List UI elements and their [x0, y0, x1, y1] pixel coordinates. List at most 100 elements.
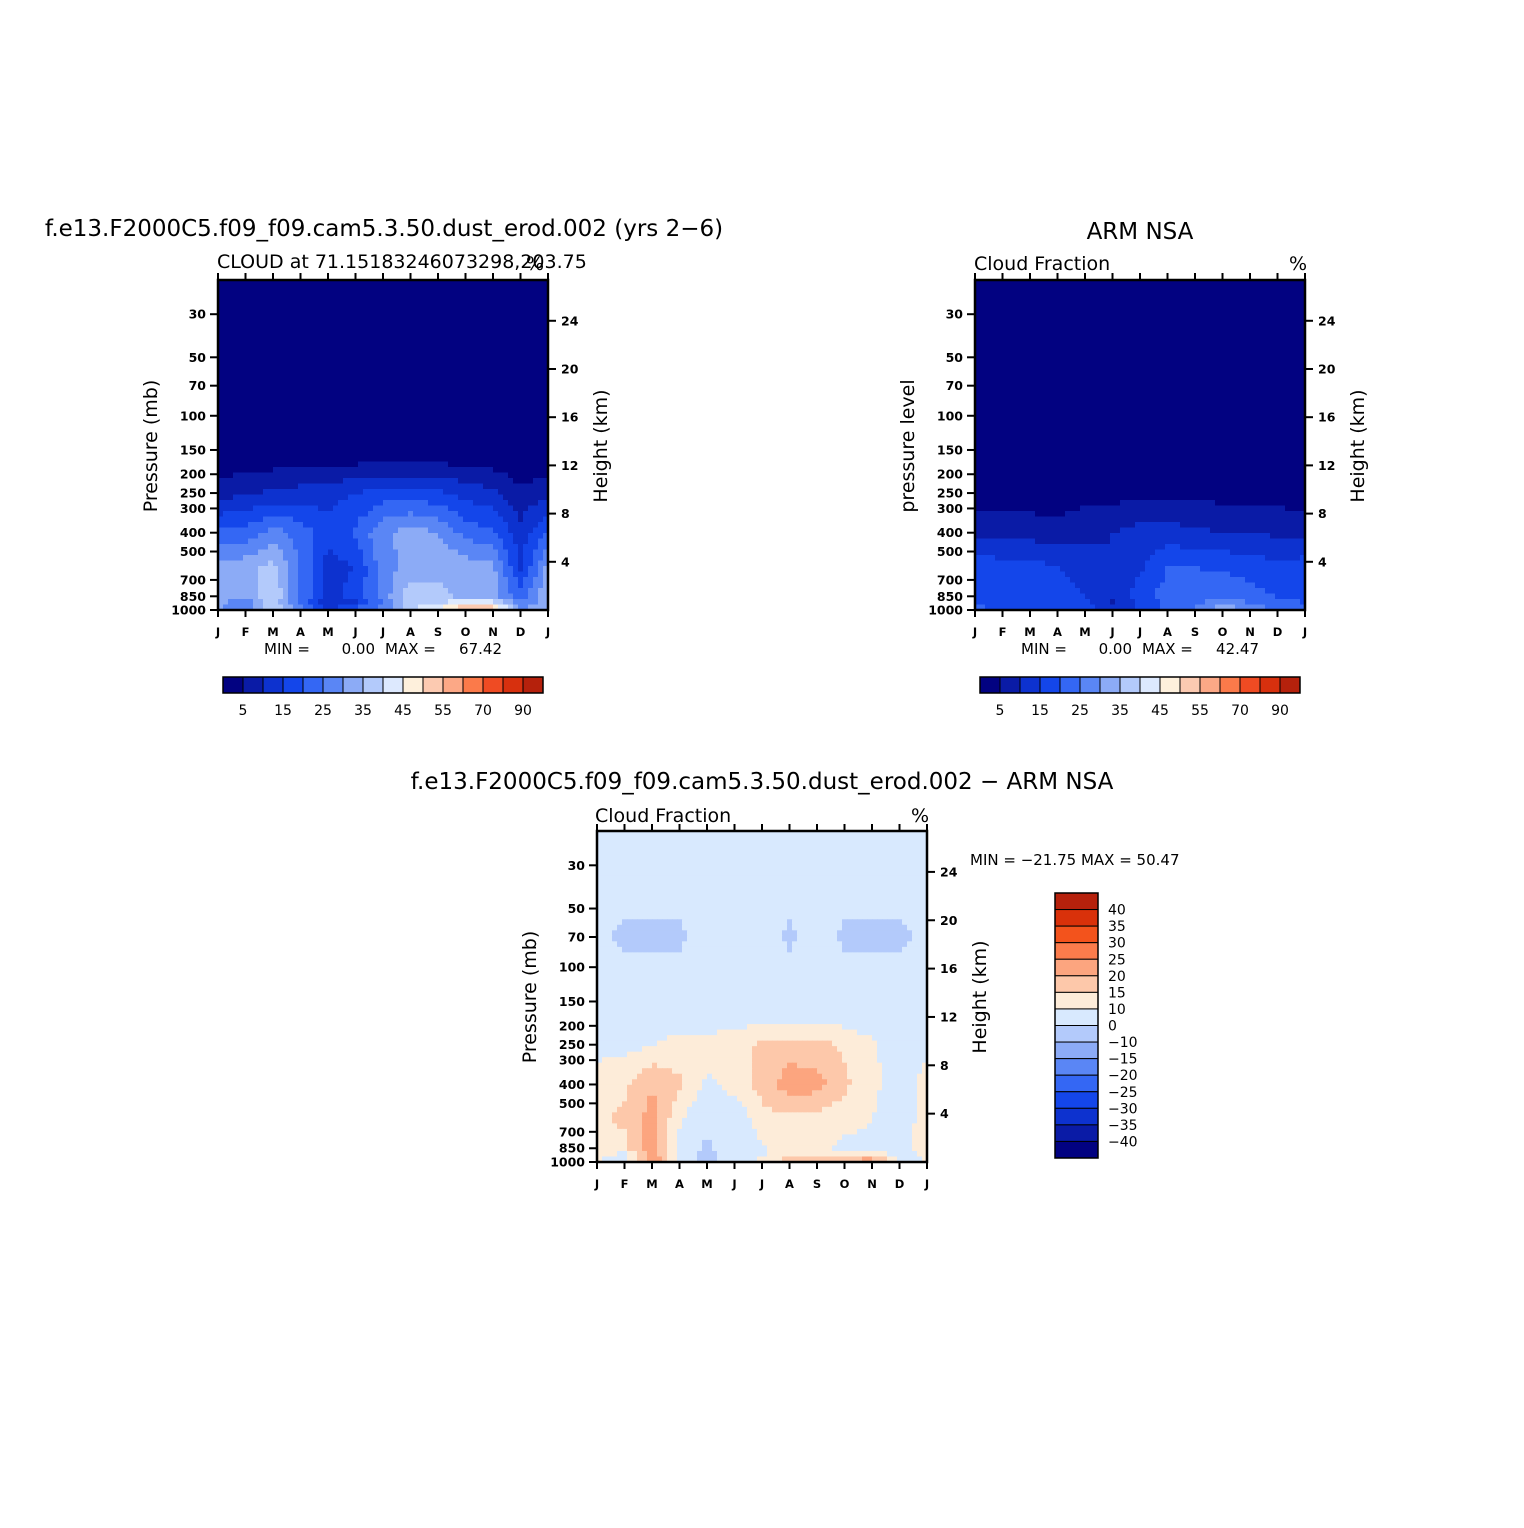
model-contour-cell	[483, 297, 489, 303]
obs-contour-cell	[1065, 346, 1071, 352]
model-contour-cell	[338, 363, 344, 369]
model-contour-cell	[323, 429, 329, 435]
model-contour-cell	[253, 412, 259, 418]
model-contour-cell	[473, 588, 479, 594]
model-contour-cell	[343, 489, 349, 495]
model-contour-cell	[348, 511, 354, 517]
model-contour-cell	[378, 495, 384, 501]
model-contour-cell	[498, 489, 504, 495]
model-contour-cell	[373, 506, 379, 512]
obs-contour-cell	[1150, 302, 1156, 308]
obs-contour-cell	[1050, 286, 1056, 292]
model-contour-cell	[268, 561, 274, 567]
model-contour-cell	[348, 484, 354, 490]
model-contour-cell	[368, 599, 374, 605]
model-contour-cell	[518, 456, 524, 462]
model-contour-cell	[478, 528, 484, 534]
model-contour-cell	[228, 374, 234, 380]
model-contour-cell	[413, 462, 419, 468]
model-contour-cell	[348, 522, 354, 528]
model-height-tick-label: 4	[561, 554, 570, 569]
model-contour-cell	[518, 319, 524, 325]
obs-contour-cell	[1000, 346, 1006, 352]
model-contour-cell	[338, 357, 344, 363]
model-contour-cell	[338, 379, 344, 385]
model-contour-cell	[418, 302, 424, 308]
model-contour-cell	[428, 555, 434, 561]
model-contour-cell	[263, 478, 269, 484]
model-contour-cell	[278, 335, 284, 341]
model-contour-cell	[523, 517, 529, 523]
model-contour-cell	[243, 368, 249, 374]
model-contour-cell	[378, 324, 384, 330]
model-contour-cell	[413, 297, 419, 303]
model-contour-cell	[408, 374, 414, 380]
model-contour-cell	[478, 297, 484, 303]
model-contour-cell	[468, 583, 474, 589]
obs-contour-cell	[1055, 324, 1061, 330]
model-contour-cell	[223, 462, 229, 468]
model-contour-cell	[473, 335, 479, 341]
model-contour-cell	[318, 478, 324, 484]
model-contour-cell	[418, 385, 424, 391]
model-contour-cell	[378, 566, 384, 572]
model-contour-cell	[388, 577, 394, 583]
model-contour-cell	[448, 594, 454, 600]
model-contour-cell	[283, 423, 289, 429]
model-contour-cell	[243, 489, 249, 495]
model-contour-cell	[478, 308, 484, 314]
model-contour-cell	[388, 396, 394, 402]
model-contour-cell	[528, 352, 534, 358]
model-contour-cell	[373, 473, 379, 479]
model-contour-cell	[308, 357, 314, 363]
model-contour-cell	[408, 302, 414, 308]
model-contour-cell	[438, 489, 444, 495]
model-contour-cell	[443, 495, 449, 501]
model-contour-cell	[258, 517, 264, 523]
model-contour-cell	[508, 484, 514, 490]
model-contour-cell	[273, 550, 279, 556]
model-contour-cell	[293, 308, 299, 314]
model-contour-cell	[438, 341, 444, 347]
model-contour-cell	[413, 495, 419, 501]
model-pressure-tick-label: 300	[180, 501, 206, 516]
model-contour-cell	[533, 297, 539, 303]
model-contour-cell	[323, 434, 329, 440]
model-contour-cell	[478, 561, 484, 567]
model-contour-cell	[398, 363, 404, 369]
obs-contour-cell	[1020, 319, 1026, 325]
model-contour-cell	[398, 500, 404, 506]
model-contour-cell	[263, 434, 269, 440]
obs-contour-cell	[1205, 302, 1211, 308]
model-contour-cell	[303, 407, 309, 413]
model-contour-cell	[483, 429, 489, 435]
model-contour-cell	[473, 302, 479, 308]
model-contour-cell	[273, 286, 279, 292]
model-contour-cell	[273, 429, 279, 435]
model-contour-cell	[523, 489, 529, 495]
model-contour-cell	[443, 511, 449, 517]
model-contour-cell	[428, 341, 434, 347]
model-contour-cell	[463, 484, 469, 490]
model-contour-cell	[438, 286, 444, 292]
model-contour-cell	[368, 517, 374, 523]
obs-contour-cell	[985, 319, 991, 325]
model-contour-cell	[483, 291, 489, 297]
model-contour-cell	[358, 330, 364, 336]
model-contour-cell	[503, 297, 509, 303]
model-contour-cell	[363, 434, 369, 440]
model-contour-cell	[313, 456, 319, 462]
model-contour-cell	[348, 352, 354, 358]
obs-contour-cell	[1100, 335, 1106, 341]
model-contour-cell	[488, 385, 494, 391]
obs-contour-cell	[1095, 352, 1101, 358]
obs-contour-cell	[1175, 286, 1181, 292]
model-contour-cell	[378, 462, 384, 468]
model-contour-cell	[323, 357, 329, 363]
model-contour-cell	[513, 407, 519, 413]
model-contour-cell	[498, 533, 504, 539]
obs-contour-cell	[1125, 352, 1131, 358]
model-contour-cell	[258, 429, 264, 435]
obs-contour-cell	[1210, 308, 1216, 314]
obs-contour-cell	[1095, 286, 1101, 292]
